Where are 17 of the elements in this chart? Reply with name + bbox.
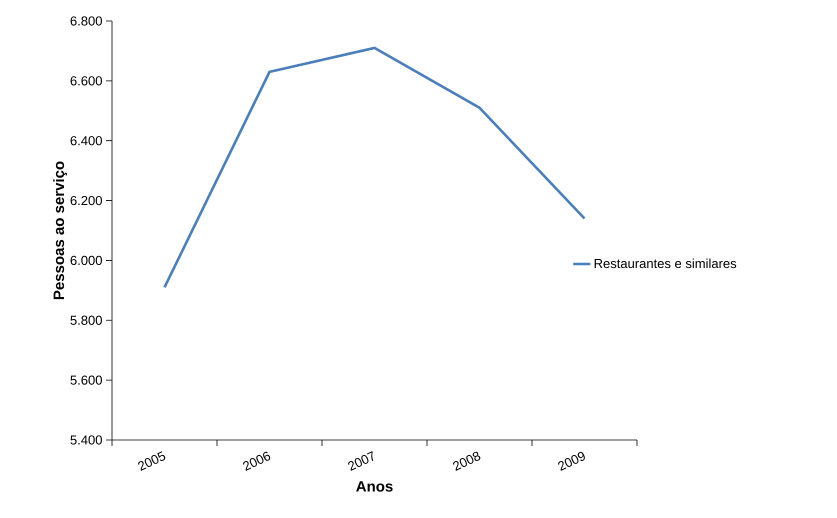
x-tick-label: 2008 bbox=[453, 452, 480, 471]
x-axis-title: Anos bbox=[356, 481, 393, 492]
x-tick-label: 2007 bbox=[348, 451, 374, 471]
y-axis-title: Pessoas ao serviço bbox=[53, 161, 68, 300]
legend-label: Restaurantes e similares bbox=[594, 258, 736, 268]
x-tick-label: 2009 bbox=[558, 452, 585, 471]
y-tick-label: 5.400 bbox=[70, 435, 102, 445]
y-tick-label: 6.200 bbox=[70, 196, 102, 206]
line-series bbox=[163, 46, 586, 289]
y-tick-label: 6.800 bbox=[70, 16, 102, 26]
y-tick-label: 6.000 bbox=[70, 256, 102, 266]
y-tick-label: 5.600 bbox=[70, 376, 102, 385]
y-tick-label: 6.400 bbox=[70, 136, 102, 146]
x-tick-label: 2005 bbox=[138, 451, 166, 471]
x-tick-label: 2006 bbox=[243, 452, 270, 471]
y-tick-label: 6.600 bbox=[70, 76, 102, 86]
y-tick-label: 5.800 bbox=[70, 316, 102, 325]
